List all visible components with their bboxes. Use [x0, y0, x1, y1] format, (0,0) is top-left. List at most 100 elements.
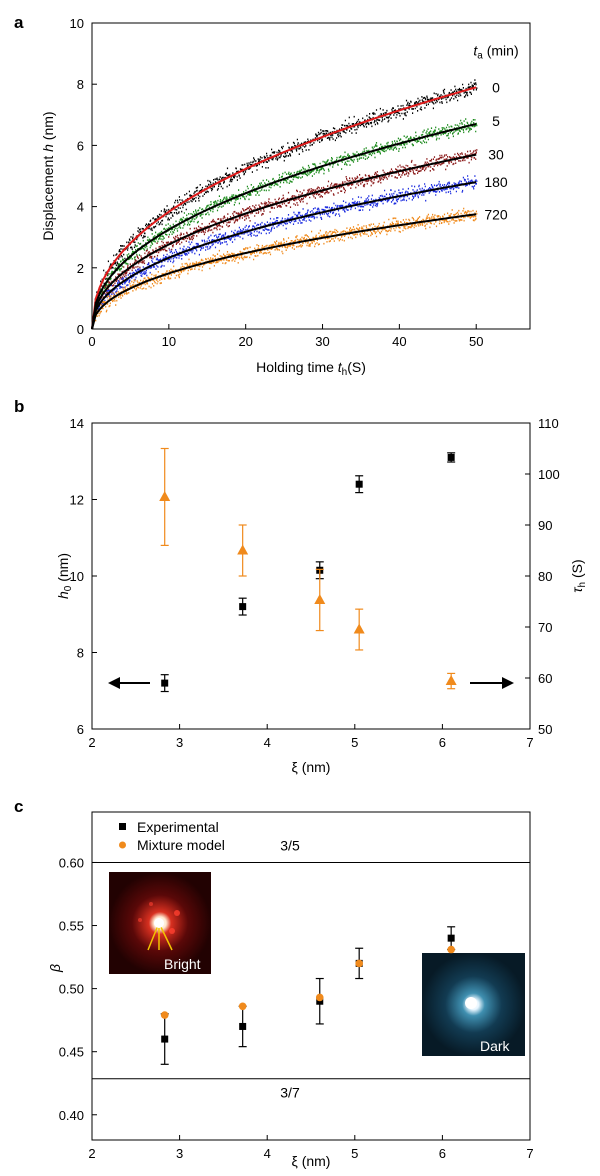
x-tick-label: 30: [315, 334, 329, 349]
point-mixture-model: [238, 1002, 247, 1011]
inset-bright-label: Bright: [164, 956, 201, 972]
y-tick-label-right: 90: [538, 518, 552, 533]
y-axis-left-label-b: h0 (nm): [55, 553, 74, 599]
y-tick-label-right: 60: [538, 671, 552, 686]
y-tick-label: 0.55: [59, 919, 84, 934]
y-tick-label: 10: [70, 16, 84, 31]
legend-marker-experimental: [119, 823, 126, 830]
reference-line-label: 3/7: [280, 1085, 300, 1101]
fit-curve-30: [91, 153, 477, 330]
y-tick-label-left: 10: [70, 569, 84, 584]
y-axis-left-b: 6 8 10 12 14: [70, 416, 97, 737]
x-tick-label: 40: [392, 334, 406, 349]
point-tau_h: [353, 623, 365, 634]
reference-lines-c: 3/5 3/7: [92, 837, 530, 1101]
data-points-c: [160, 926, 456, 1065]
point-experimental: [447, 934, 455, 942]
legend-title: ta (min): [473, 43, 518, 62]
point-tau_h: [445, 675, 457, 686]
y-tick-label: 0.50: [59, 982, 84, 997]
y-tick-label-left: 6: [77, 722, 84, 737]
legend-label-experimental: Experimental: [137, 819, 219, 835]
y-tick-label-right: 70: [538, 620, 552, 635]
y-axis-c: 0.40 0.45 0.50 0.55 0.60: [59, 855, 97, 1123]
point-mixture-model: [355, 959, 363, 968]
legend-marker-mixture: [119, 841, 126, 849]
x-tick-label: 4: [264, 1146, 271, 1161]
x-axis-b: 2 3 4 5 6 7: [88, 724, 534, 750]
y-tick-label: 8: [77, 77, 84, 92]
x-tick-label: 50: [469, 334, 483, 349]
inset-dark: Dark: [422, 953, 525, 1056]
y-tick-label: 0: [77, 322, 84, 337]
panel-label-a: a: [14, 13, 24, 32]
x-tick-label: 6: [439, 735, 446, 750]
legend-label-720: 720: [484, 206, 508, 222]
reference-line-label: 3/5: [280, 837, 300, 853]
point-tau_h: [237, 544, 249, 555]
x-tick-label: 7: [526, 735, 533, 750]
plot-frame-c: [91, 811, 531, 1141]
x-axis-label-c: ξ (nm): [292, 1153, 331, 1169]
y-tick-label-left: 8: [77, 646, 84, 661]
x-tick-label: 7: [526, 1146, 533, 1161]
legend-a: 0 5 30 180 720 ta (min): [473, 43, 518, 223]
y-tick-label-right: 80: [538, 569, 552, 584]
y-tick-label: 0.60: [59, 855, 84, 870]
x-tick-label: 6: [439, 1146, 446, 1161]
x-tick-label: 4: [264, 735, 271, 750]
x-axis-label-a: Holding time th(S): [256, 359, 366, 378]
y-tick-label-right: 50: [538, 722, 552, 737]
fit-curve-0: [91, 86, 477, 330]
y-tick-label-left: 12: [70, 493, 84, 508]
x-tick-label: 3: [176, 735, 183, 750]
y-tick-label: 0.40: [59, 1108, 84, 1123]
y-tick-label-left: 14: [70, 416, 84, 431]
x-tick-label: 5: [351, 735, 358, 750]
y-tick-label: 0.45: [59, 1045, 84, 1060]
left-axis-arrow: [108, 677, 150, 689]
x-tick-label: 5: [351, 1146, 358, 1161]
fit-curve-720: [91, 213, 477, 330]
data-series-30: [93, 149, 478, 316]
panel-a: a 0 10 20 30 40 50 0 2 4 6 8 10 0 5 30 180 720 ta (min)…: [14, 13, 531, 378]
y-axis-right-b: 50 60 70 80 90 100 110: [525, 416, 560, 737]
point-mixture-model: [447, 945, 455, 954]
legend-label-mixture: Mixture model: [137, 837, 225, 853]
inset-bright: Bright: [109, 872, 211, 974]
y-tick-label: 4: [77, 200, 84, 215]
legend-label-5: 5: [492, 113, 500, 129]
point-h0: [355, 480, 363, 488]
x-tick-label: 0: [88, 334, 95, 349]
legend-label-30: 30: [488, 147, 504, 163]
x-tick-label: 10: [162, 334, 176, 349]
legend-label-0: 0: [492, 79, 500, 95]
right-axis-arrow: [470, 677, 514, 689]
y-axis-label-a: Displacement h (nm): [40, 111, 56, 240]
y-axis-label-c: β: [47, 964, 63, 973]
point-mixture-model: [160, 1011, 169, 1019]
point-mixture-model: [315, 993, 324, 1002]
plot-frame-b: [91, 422, 531, 730]
legend-label-180: 180: [484, 174, 508, 190]
fit-curve-5: [91, 123, 477, 330]
point-tau_h: [314, 593, 326, 604]
panel-c: c 2 3 4 5 6 7 0.40 0.45 0.50 0.55 0.60 3/5 3/7 Bri…: [14, 797, 534, 1169]
point-h0: [161, 679, 169, 687]
x-tick-label: 20: [238, 334, 252, 349]
data-points-b: [159, 447, 457, 693]
x-axis-a: 0 10 20 30 40 50: [88, 324, 483, 349]
y-axis-right-label-b: τh (S): [569, 559, 588, 592]
x-tick-label: 2: [88, 1146, 95, 1161]
legend-c: Experimental Mixture model: [119, 819, 225, 853]
y-tick-label: 6: [77, 138, 84, 153]
panel-b: b 2 3 4 5 6 7 6 8 10 12 14 50 60 70 80 90 100 110 ξ (nm…: [14, 397, 588, 775]
x-axis-label-b: ξ (nm): [292, 759, 331, 775]
x-axis-c: 2 3 4 5 6 7: [88, 1135, 534, 1161]
point-experimental: [239, 1022, 247, 1030]
y-tick-label: 2: [77, 261, 84, 276]
fit-curves-a: [91, 86, 477, 330]
fit-curve-180: [91, 181, 477, 330]
point-experimental: [161, 1035, 169, 1043]
